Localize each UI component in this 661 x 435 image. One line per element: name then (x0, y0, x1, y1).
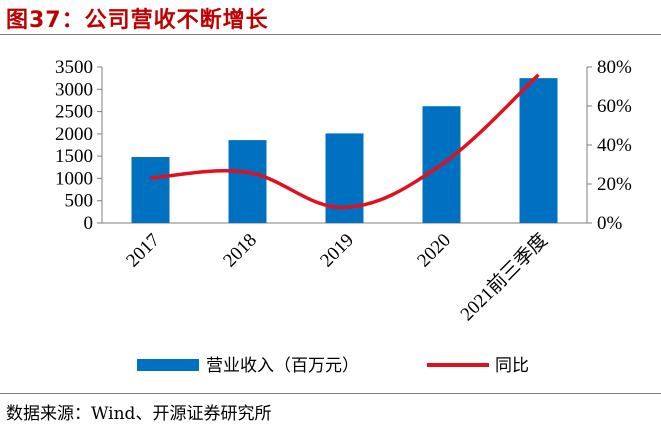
source-divider (0, 393, 661, 394)
line-series (150, 73, 540, 210)
right-tick-label: 60% (597, 96, 632, 117)
left-tick-label: 2000 (55, 124, 93, 145)
x-tick-label: 2017 (122, 230, 164, 272)
legend-line-label: 同比 (495, 356, 529, 376)
right-tick-label: 0% (597, 213, 623, 234)
source-note: 数据来源：Wind、开源证券研究所 (6, 404, 272, 424)
legend: 营业收入（百万元） 同比 (137, 356, 529, 376)
bar-2018 (228, 140, 267, 223)
bar-2019 (325, 133, 364, 223)
x-axis-ticks: 2017 2018 2019 2020 2021前三季度 (122, 229, 552, 325)
x-tick-label: 2019 (316, 230, 358, 272)
right-axis-ticks: 0% 20% 40% 60% 80% (587, 57, 632, 234)
left-tick-label: 1000 (55, 168, 93, 189)
x-tick-label: 2021前三季度 (456, 229, 552, 325)
right-tick-label: 40% (597, 135, 632, 156)
title-divider (0, 34, 661, 35)
left-tick-label: 3500 (55, 57, 93, 78)
figure-title: 图37：公司营收不断增长 (6, 8, 269, 33)
x-tick-label: 2020 (413, 230, 455, 272)
left-tick-label: 500 (65, 191, 94, 212)
left-tick-label: 1500 (55, 146, 93, 167)
left-tick-label: 3000 (55, 79, 93, 100)
right-tick-label: 80% (597, 57, 632, 78)
bar-2017 (131, 157, 170, 223)
bar-2021前三季度 (519, 78, 558, 224)
left-tick-label: 2500 (55, 102, 93, 123)
left-tick-label: 0 (84, 213, 94, 234)
yoy-line (150, 73, 540, 210)
legend-bar-label: 营业收入（百万元） (206, 356, 359, 376)
x-tick-label: 2018 (219, 230, 261, 272)
bar-series (131, 78, 558, 224)
right-tick-label: 20% (597, 174, 632, 195)
legend-bar-swatch (137, 359, 199, 371)
